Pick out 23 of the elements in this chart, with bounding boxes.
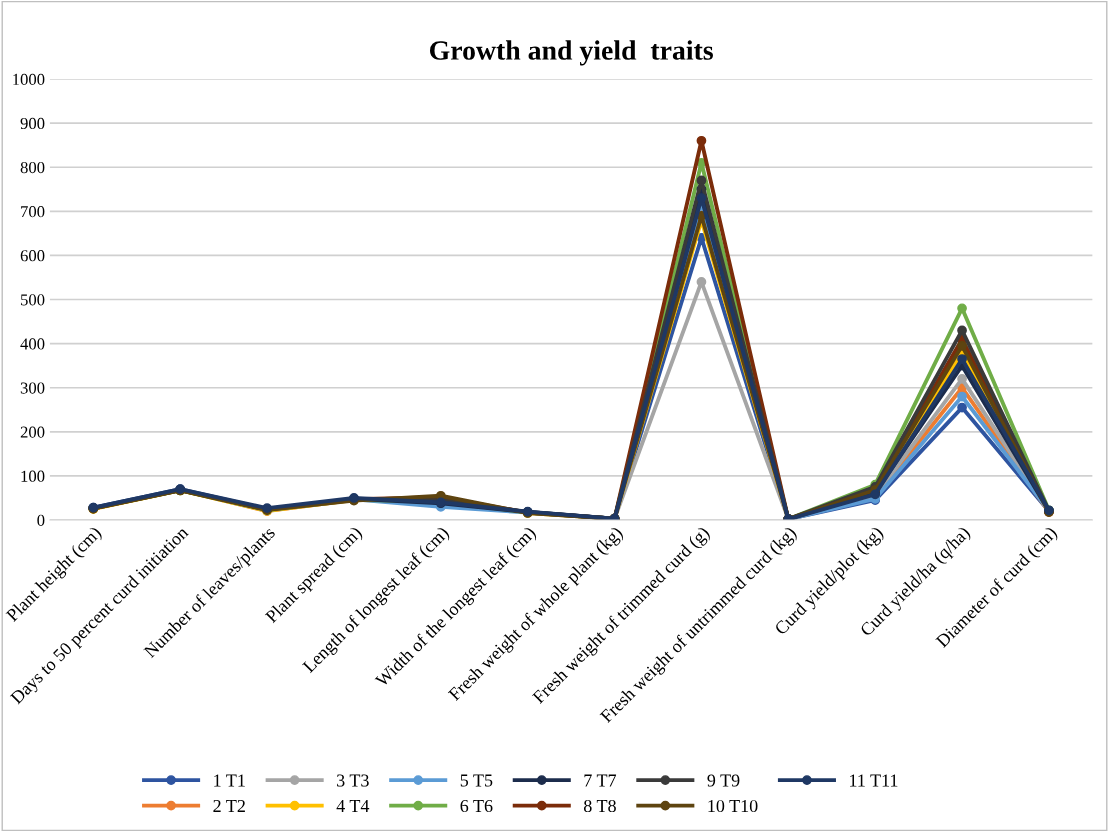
- y-tick-label: 300: [20, 382, 45, 394]
- y-tick-label: 400: [20, 338, 45, 350]
- y-tick-label: 1000: [13, 73, 45, 85]
- chart-title: Growth and yield traits: [429, 40, 713, 66]
- legend-label: 3 T3: [337, 774, 369, 787]
- legend-label: 9 T9: [707, 774, 740, 787]
- legend-label: 1 T1: [214, 774, 245, 787]
- y-tick-label: 200: [20, 426, 45, 438]
- y-tick-label: 100: [21, 470, 45, 482]
- legend-label: 5 T5: [460, 774, 493, 787]
- y-tick-label: 800: [20, 161, 45, 174]
- legend-label: 11 T11: [850, 774, 898, 787]
- legend-label: 8 T8: [583, 799, 616, 813]
- legend-label: 2 T2: [213, 799, 245, 812]
- legend-label: 7 T7: [584, 774, 617, 787]
- y-tick-label: 500: [21, 294, 45, 306]
- legend-label: 6 T6: [460, 799, 493, 813]
- y-tick-label: 900: [20, 117, 45, 130]
- legend-label: 4 T4: [336, 800, 370, 812]
- legend-label: 10 T10: [708, 799, 758, 813]
- y-tick-label: 700: [21, 206, 45, 218]
- y-tick-label: 600: [20, 250, 45, 262]
- y-tick-label: 0: [37, 514, 45, 526]
